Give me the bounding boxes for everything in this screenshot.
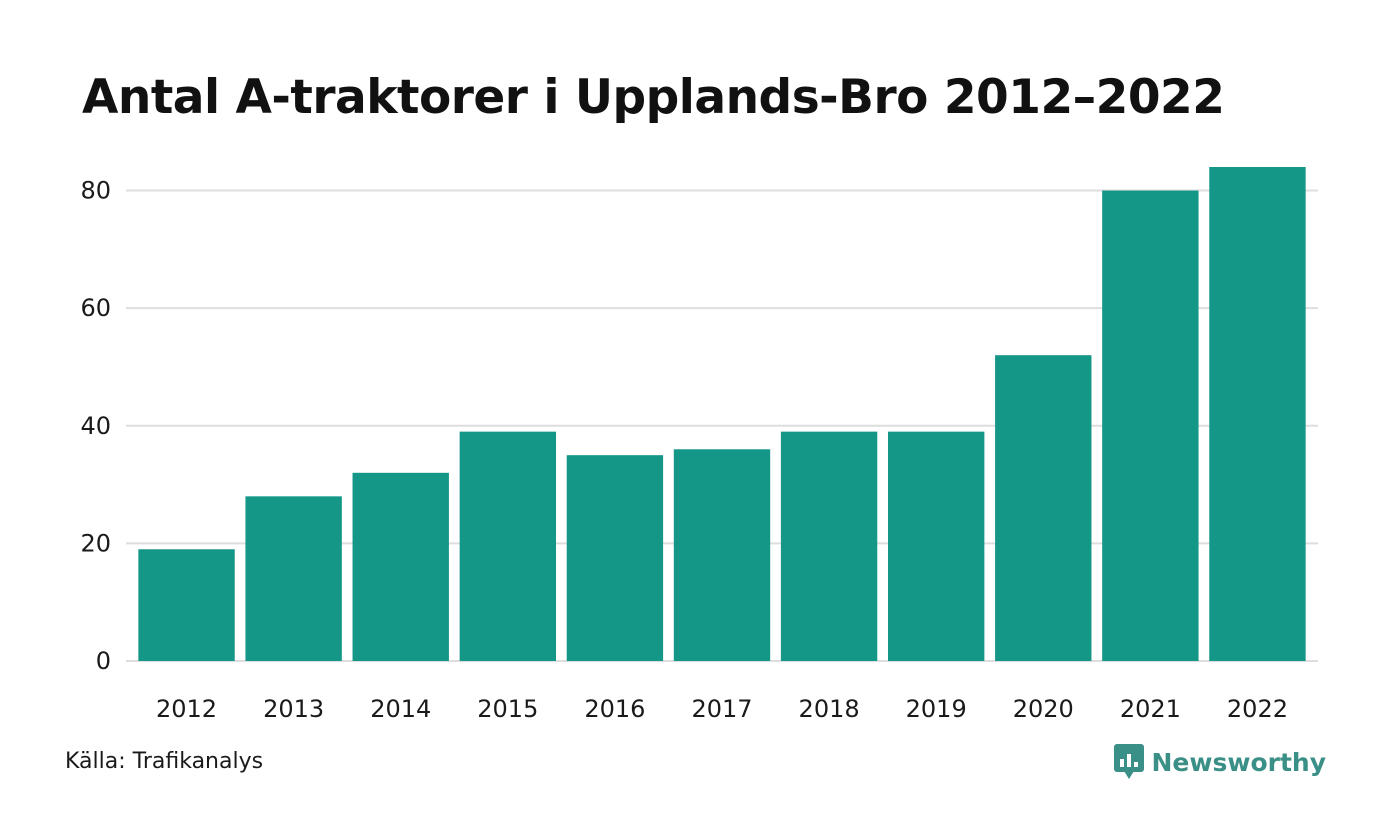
bar-2022 xyxy=(1209,167,1306,661)
x-tick-label: 2022 xyxy=(1227,695,1288,723)
x-tick-label: 2019 xyxy=(906,695,967,723)
bar-2019 xyxy=(887,431,985,661)
x-tick-label: 2016 xyxy=(584,695,645,723)
y-tick-label: 0 xyxy=(96,647,111,675)
bar-2014 xyxy=(352,472,449,661)
x-tick-label: 2020 xyxy=(1013,695,1074,723)
bar-2020 xyxy=(995,355,1092,661)
x-axis-ticks: 2012 2013 2014 2015 2016 2017 2018 2019 2020 2021… xyxy=(156,695,1288,723)
x-tick-label: 2012 xyxy=(156,695,217,723)
y-tick-label: 80 xyxy=(80,177,111,205)
source-note: Källa: Trafikanalys xyxy=(65,749,264,774)
x-tick-label: 2013 xyxy=(263,695,324,723)
bar-2012 xyxy=(138,549,235,661)
y-tick-label: 60 xyxy=(80,294,111,322)
bar-2013 xyxy=(245,496,342,661)
bars xyxy=(138,167,1306,661)
newsworthy-logo-icon xyxy=(1113,744,1144,779)
x-tick-label: 2015 xyxy=(477,695,538,723)
x-tick-label: 2017 xyxy=(691,695,752,723)
x-tick-label: 2021 xyxy=(1120,695,1181,723)
y-tick-label: 20 xyxy=(80,529,111,557)
bar-2021 xyxy=(1102,190,1199,661)
bar-2017 xyxy=(673,449,771,661)
x-tick-label: 2014 xyxy=(370,695,431,723)
brand: Newsworthy xyxy=(1113,744,1327,780)
chart-title: Antal A-traktorer i Upplands-Bro 2012–20… xyxy=(82,70,1225,125)
bar-2016 xyxy=(566,455,664,661)
brand-name: Newsworthy xyxy=(1151,747,1327,777)
bar-2015 xyxy=(459,431,557,661)
y-axis-ticks: 0 20 40 60 80 xyxy=(80,177,111,675)
x-tick-label: 2018 xyxy=(799,695,860,723)
bar-2018 xyxy=(780,431,878,661)
y-tick-label: 40 xyxy=(80,412,111,440)
